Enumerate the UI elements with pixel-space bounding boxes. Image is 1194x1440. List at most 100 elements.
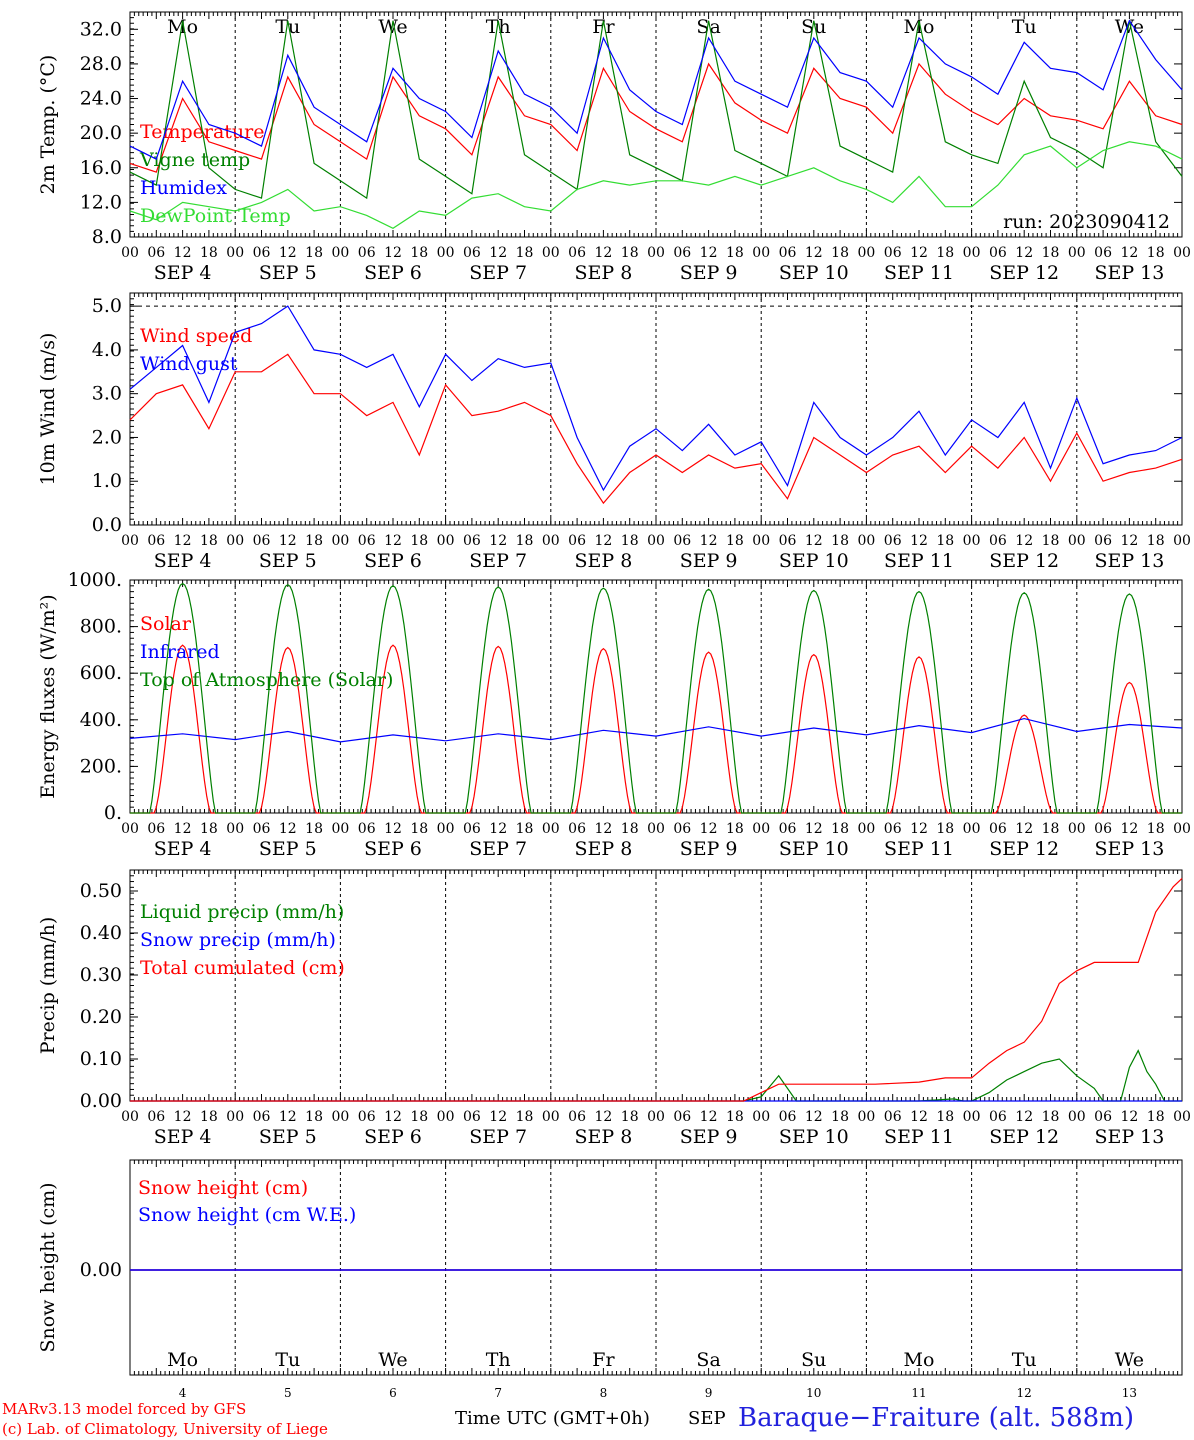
- y-tick-label: 4.0: [92, 339, 122, 361]
- x-tick-label: 18: [410, 245, 428, 261]
- y-tick-label: 800.: [80, 616, 122, 638]
- x-tick-label: 00: [542, 1109, 560, 1125]
- x-tick-label: 18: [621, 821, 639, 837]
- series-line: [129, 20, 1183, 200]
- x-tick-label: 06: [147, 1109, 165, 1125]
- x-tick-label: 00: [1068, 533, 1086, 549]
- y-tick-label: 400.: [80, 709, 122, 731]
- x-tick-label: 00: [226, 1109, 244, 1125]
- x-tick-label: 06: [253, 821, 271, 837]
- x-tick-label: 12: [279, 1109, 297, 1125]
- date-label: SEP 5: [259, 262, 317, 284]
- x-tick-label: 06: [673, 245, 691, 261]
- weekday-label: Mo: [167, 16, 198, 38]
- weekday-label: Tu: [275, 16, 300, 38]
- x-tick-label: 18: [726, 1109, 744, 1125]
- y-tick-label: 0.00: [80, 1090, 122, 1112]
- x-tick-label: 12: [279, 821, 297, 837]
- x-tick-label: 00: [647, 1109, 665, 1125]
- x-tick-label: 12: [700, 821, 718, 837]
- weekday-label: Sa: [696, 16, 720, 38]
- y-tick-label: 0.10: [80, 1048, 122, 1070]
- x-tick-label: 18: [410, 821, 428, 837]
- day-number-label: 4: [179, 1386, 187, 1400]
- x-tick-label: 00: [437, 245, 455, 261]
- x-tick-label: 06: [463, 533, 481, 549]
- x-tick-label: 06: [358, 1109, 376, 1125]
- x-tick-label: 18: [726, 533, 744, 549]
- date-label: SEP 12: [989, 838, 1059, 860]
- x-tick-label: 12: [910, 821, 928, 837]
- panel-5: 0.00 Snow height (cm) Mo Tu We Th Fr Sa Su Mo Tu We…: [37, 1159, 1183, 1400]
- date-label: SEP 10: [779, 550, 849, 572]
- x-tick-label: 06: [463, 245, 481, 261]
- date-label: SEP 13: [1094, 262, 1164, 284]
- date-label: SEP 6: [364, 1126, 422, 1148]
- date-label: SEP 13: [1094, 1126, 1164, 1148]
- y-tick-label: 1000.: [68, 569, 122, 591]
- day-number-label: 11: [911, 1386, 926, 1400]
- y-tick-label: 28.0: [80, 53, 122, 75]
- x-tick-label: 18: [516, 1109, 534, 1125]
- y-tick-label: 0.50: [80, 880, 122, 902]
- x-tick-label: 06: [568, 821, 586, 837]
- date-label: SEP 13: [1094, 838, 1164, 860]
- x-tick-label: 12: [805, 821, 823, 837]
- date-label: SEP 6: [364, 262, 422, 284]
- x-tick-label: 12: [594, 533, 612, 549]
- x-tick-label: 12: [805, 245, 823, 261]
- x-tick-label: 00: [331, 1109, 349, 1125]
- x-tick-label: 18: [1147, 533, 1165, 549]
- date-label: SEP 4: [154, 1126, 212, 1148]
- x-tick-label: 18: [200, 1109, 218, 1125]
- day-number-label: 9: [705, 1386, 713, 1400]
- x-tick-label: 06: [673, 821, 691, 837]
- x-tick-label: 00: [1173, 1109, 1191, 1125]
- panel-4: 0.00 0.10 0.20 0.30 0.40 0.50 Precip (mm/h) 00 0…: [37, 869, 1191, 1148]
- x-tick-label: 06: [1094, 533, 1112, 549]
- x-tick-label: 06: [568, 1109, 586, 1125]
- x-tick-label: 06: [358, 821, 376, 837]
- date-label: SEP 9: [680, 1126, 738, 1148]
- x-tick-label: 06: [568, 245, 586, 261]
- y-axis-label: Energy fluxes (W/m²): [37, 594, 59, 798]
- x-tick-label: 12: [1120, 245, 1138, 261]
- x-tick-label: 18: [621, 1109, 639, 1125]
- date-label: SEP 8: [574, 1126, 632, 1148]
- weekday-label: Sa: [696, 1349, 720, 1371]
- x-tick-label: 06: [1094, 245, 1112, 261]
- x-tick-label: 18: [516, 533, 534, 549]
- date-label: SEP 11: [884, 550, 954, 572]
- x-tick-label: 00: [226, 821, 244, 837]
- y-tick-label: 200.: [80, 755, 122, 777]
- x-tick-label: 00: [226, 533, 244, 549]
- x-tick-label: 06: [884, 533, 902, 549]
- date-label: SEP 9: [680, 550, 738, 572]
- footer-time-label: Time UTC (GMT+0h): [455, 1408, 650, 1429]
- date-label: SEP 9: [680, 838, 738, 860]
- date-label: SEP 11: [884, 838, 954, 860]
- day-number-label: 10: [806, 1386, 821, 1400]
- x-tick-label: 06: [673, 533, 691, 549]
- y-axis-label: 2m Temp. (°C): [37, 55, 59, 195]
- x-tick-label: 00: [1173, 533, 1191, 549]
- x-tick-label: 00: [1068, 1109, 1086, 1125]
- x-tick-label: 00: [647, 533, 665, 549]
- date-label: SEP 9: [680, 262, 738, 284]
- x-tick-label: 12: [1120, 821, 1138, 837]
- series-line: [129, 62, 1183, 173]
- y-tick-label: 0.40: [80, 922, 122, 944]
- x-tick-label: 12: [174, 821, 192, 837]
- x-tick-label: 18: [200, 821, 218, 837]
- legend-entry: Snow height (cm W.E.): [138, 1204, 356, 1226]
- x-tick-label: 06: [673, 1109, 691, 1125]
- weekday-label: We: [378, 16, 407, 38]
- date-label: SEP 5: [259, 838, 317, 860]
- date-label: SEP 11: [884, 262, 954, 284]
- y-tick-label: 24.0: [80, 88, 122, 110]
- x-tick-label: 00: [963, 1109, 981, 1125]
- x-tick-label: 12: [594, 821, 612, 837]
- x-tick-label: 06: [253, 533, 271, 549]
- legend-entry: Solar: [140, 613, 192, 635]
